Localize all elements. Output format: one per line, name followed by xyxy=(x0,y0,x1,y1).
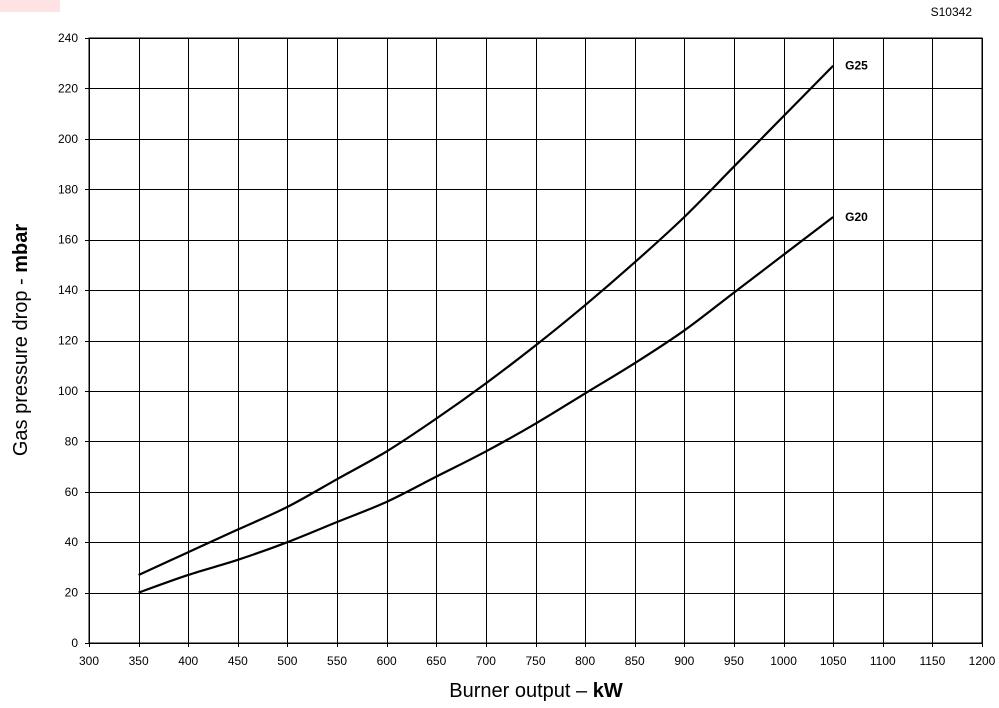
y-axis-title-text: Gas pressure drop - xyxy=(10,273,32,456)
reference-code: S10342 xyxy=(931,5,973,19)
plot-frame xyxy=(88,37,983,644)
y-tick-label: 220 xyxy=(58,81,78,95)
x-tick-label: 850 xyxy=(625,654,645,668)
corner-mark xyxy=(0,0,60,12)
y-axis-title: Gas pressure drop - mbar xyxy=(10,224,32,457)
y-tick-label: 20 xyxy=(65,586,79,600)
x-tick-label: 550 xyxy=(327,654,347,668)
x-tick-label: 1150 xyxy=(919,654,945,668)
x-tick-label: 700 xyxy=(476,654,496,668)
x-tick-label: 900 xyxy=(674,654,694,668)
y-tick-label: 160 xyxy=(58,233,78,247)
grid xyxy=(85,38,983,647)
x-tick-label: 1100 xyxy=(870,654,896,668)
x-tick-label: 450 xyxy=(228,654,248,668)
x-tick-label: 1200 xyxy=(969,654,996,668)
y-tick-label: 180 xyxy=(58,182,78,196)
x-tick-label: 800 xyxy=(575,654,595,668)
series-label-g20: G20 xyxy=(845,210,868,224)
y-tick-label: 200 xyxy=(58,132,78,146)
x-tick-label: 1000 xyxy=(770,654,797,668)
y-axis-title-unit: mbar xyxy=(10,224,32,273)
x-tick-label: 300 xyxy=(79,654,99,668)
x-tick-label: 1050 xyxy=(820,654,847,668)
x-tick-label: 350 xyxy=(129,654,149,668)
y-tick-label: 140 xyxy=(58,283,78,297)
y-tick-label: 100 xyxy=(58,384,78,398)
y-axis-ticks: 0 20 40 60 80 100 120 140 160 180 200 220 240 xyxy=(58,31,78,650)
series-lines xyxy=(138,64,834,594)
series-label-g25: G25 xyxy=(845,59,868,73)
x-axis-title-text: Burner output – xyxy=(449,680,592,702)
x-tick-label: 400 xyxy=(178,654,198,668)
x-tick-label: 600 xyxy=(377,654,397,668)
y-tick-label: 40 xyxy=(65,535,79,549)
y-tick-label: 60 xyxy=(65,485,79,499)
x-axis-ticks: 300 350 400 450 500 550 600 650 700 750 800 850 900 9… xyxy=(79,654,996,668)
x-tick-label: 650 xyxy=(426,654,446,668)
series-line-g25 xyxy=(138,64,834,576)
y-tick-label: 240 xyxy=(58,31,78,45)
y-tick-label: 0 xyxy=(71,636,78,650)
y-tick-label: 80 xyxy=(65,434,79,448)
x-axis-title-unit: kW xyxy=(593,680,623,702)
series-labels: G25 G20 xyxy=(845,59,868,224)
x-tick-label: 750 xyxy=(525,654,545,668)
x-tick-label: 950 xyxy=(724,654,744,668)
x-tick-label: 500 xyxy=(277,654,297,668)
y-tick-label: 120 xyxy=(58,334,78,348)
x-axis-title: Burner output – kW xyxy=(449,680,623,702)
series-line-g20 xyxy=(138,216,834,594)
